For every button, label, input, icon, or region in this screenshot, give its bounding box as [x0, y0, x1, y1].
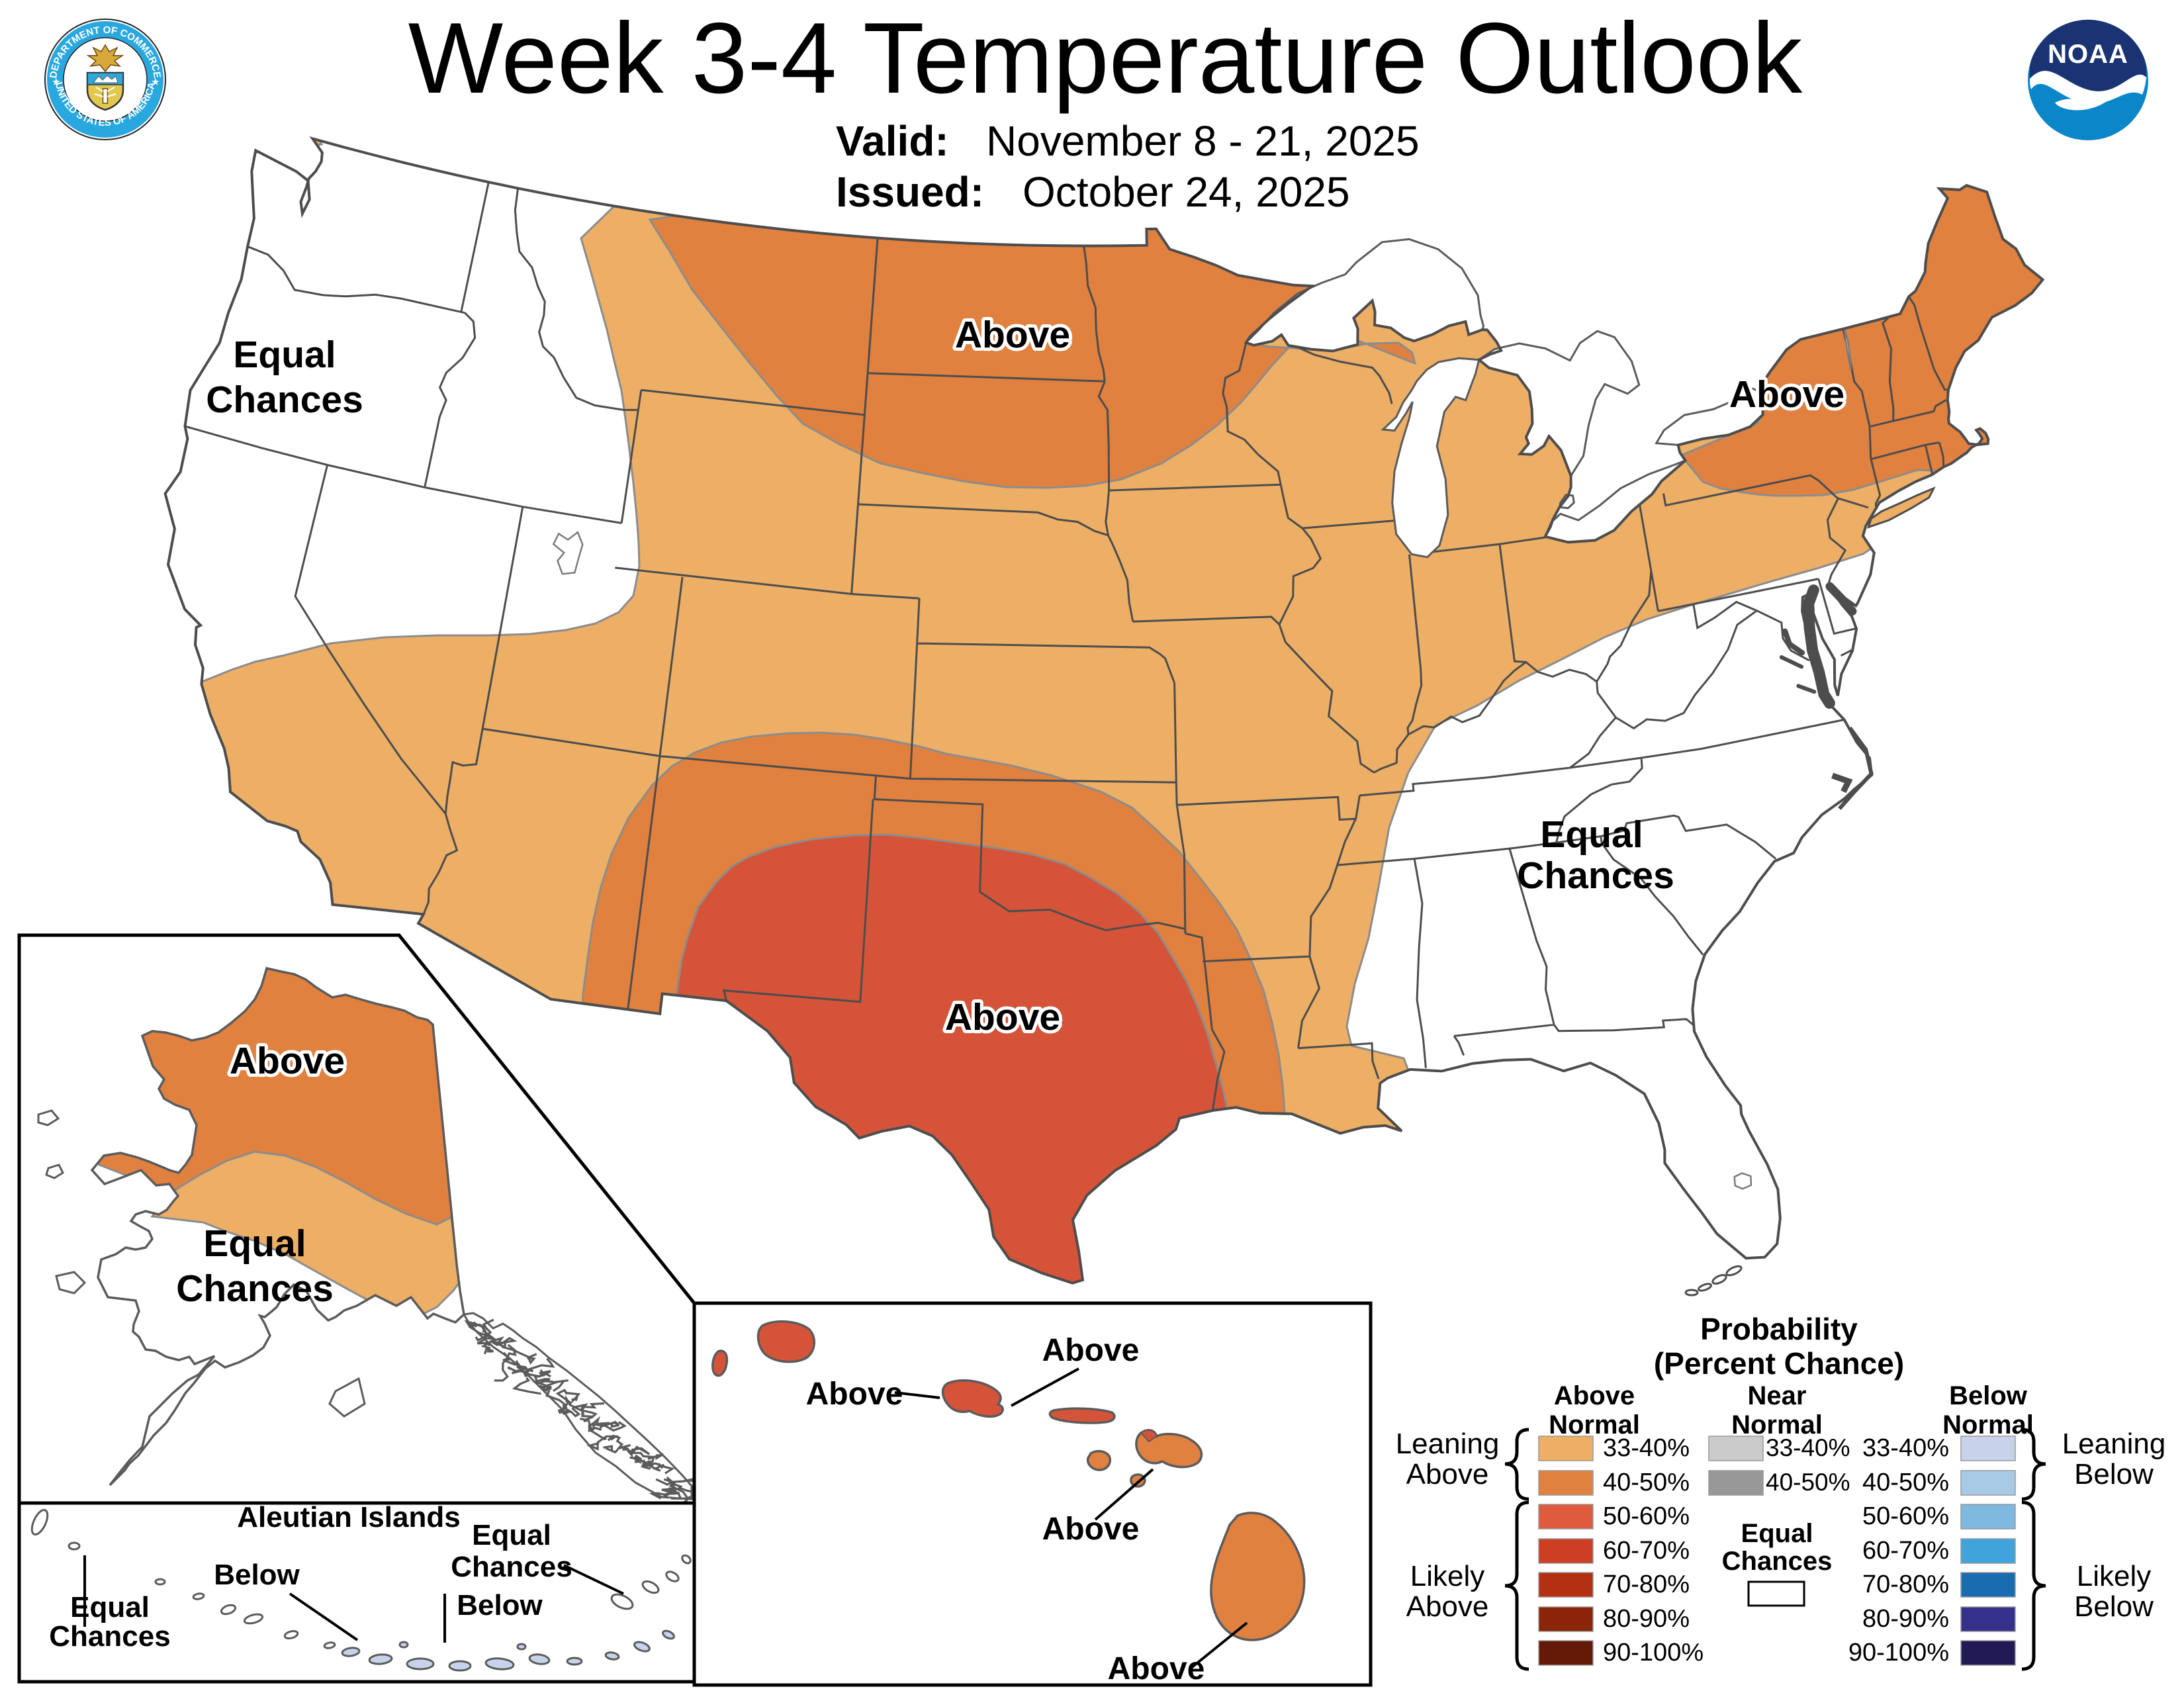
- svg-text:Above: Above: [1042, 1512, 1140, 1547]
- svg-text:Leaning: Leaning: [2062, 1428, 2166, 1460]
- svg-text:40-50%: 40-50%: [1766, 1469, 1850, 1496]
- svg-text:50-60%: 50-60%: [1862, 1502, 1949, 1530]
- svg-text:Valid:: Valid:: [836, 117, 949, 165]
- svg-text:90-100%: 90-100%: [1848, 1639, 1949, 1667]
- svg-text:Above: Above: [1729, 373, 1844, 416]
- svg-text:Leaning: Leaning: [1396, 1428, 1500, 1460]
- svg-text:NOAA: NOAA: [2048, 40, 2128, 69]
- svg-text:Equal: Equal: [203, 1222, 306, 1265]
- svg-text:Normal: Normal: [1549, 1410, 1640, 1440]
- svg-text:Equal: Equal: [1540, 813, 1643, 856]
- svg-text:Above: Above: [1406, 1458, 1489, 1490]
- svg-text:Below: Below: [2074, 1590, 2154, 1623]
- svg-text:33-40%: 33-40%: [1862, 1434, 1949, 1462]
- svg-text:Below: Below: [457, 1589, 543, 1622]
- svg-text:Equal: Equal: [233, 334, 336, 376]
- svg-text:Aleutian Islands: Aleutian Islands: [237, 1501, 460, 1533]
- svg-text:90-100%: 90-100%: [1603, 1639, 1704, 1667]
- svg-text:Week 3-4 Temperature Outlook: Week 3-4 Temperature Outlook: [408, 2, 1803, 114]
- svg-text:Above: Above: [806, 1377, 903, 1412]
- svg-text:70-80%: 70-80%: [1603, 1571, 1690, 1598]
- svg-text:Above: Above: [1042, 1333, 1140, 1368]
- svg-text:80-90%: 80-90%: [1862, 1605, 1949, 1633]
- svg-text:Above: Above: [230, 1040, 345, 1082]
- svg-text:Issued:: Issued:: [836, 168, 984, 216]
- svg-text:Chances: Chances: [206, 379, 363, 421]
- svg-text:Equal: Equal: [70, 1591, 150, 1623]
- svg-text:40-50%: 40-50%: [1603, 1469, 1690, 1496]
- svg-text:60-70%: 60-70%: [1862, 1537, 1949, 1565]
- svg-text:Above: Above: [1108, 1651, 1205, 1686]
- svg-text:November 8 - 21, 2025: November 8 - 21, 2025: [986, 117, 1420, 165]
- svg-text:★: ★: [152, 77, 159, 87]
- svg-text:Chances: Chances: [49, 1620, 170, 1653]
- svg-text:Probability: Probability: [1700, 1312, 1858, 1346]
- svg-text:Chances: Chances: [451, 1551, 572, 1583]
- svg-text:33-40%: 33-40%: [1766, 1434, 1850, 1461]
- svg-text:★: ★: [52, 77, 60, 87]
- svg-text:Normal: Normal: [1731, 1410, 1823, 1440]
- svg-text:Below: Below: [1949, 1381, 2028, 1410]
- svg-text:Above: Above: [955, 314, 1070, 356]
- svg-text:Likely: Likely: [2077, 1560, 2152, 1592]
- svg-text:Equal: Equal: [472, 1519, 551, 1551]
- svg-text:Near: Near: [1748, 1381, 1807, 1410]
- svg-text:33-40%: 33-40%: [1603, 1434, 1690, 1462]
- svg-text:Chances: Chances: [176, 1267, 334, 1310]
- svg-text:Above: Above: [1406, 1590, 1489, 1623]
- svg-text:Chances: Chances: [1722, 1547, 1833, 1576]
- svg-text:Normal: Normal: [1942, 1410, 2034, 1440]
- svg-text:Above: Above: [945, 996, 1060, 1038]
- svg-text:(Percent Chance): (Percent Chance): [1654, 1346, 1904, 1381]
- svg-text:Likely: Likely: [1410, 1560, 1485, 1592]
- svg-text:Above: Above: [1554, 1381, 1635, 1410]
- svg-text:October 24, 2025: October 24, 2025: [1023, 168, 1350, 216]
- svg-text:Chances: Chances: [1517, 854, 1674, 897]
- svg-text:60-70%: 60-70%: [1603, 1537, 1690, 1565]
- svg-text:70-80%: 70-80%: [1862, 1571, 1949, 1598]
- svg-text:Equal: Equal: [1741, 1519, 1813, 1548]
- svg-text:Below: Below: [2074, 1458, 2154, 1490]
- svg-text:80-90%: 80-90%: [1603, 1605, 1690, 1633]
- svg-text:50-60%: 50-60%: [1603, 1502, 1690, 1530]
- svg-text:Below: Below: [214, 1559, 300, 1591]
- svg-text:40-50%: 40-50%: [1862, 1469, 1949, 1496]
